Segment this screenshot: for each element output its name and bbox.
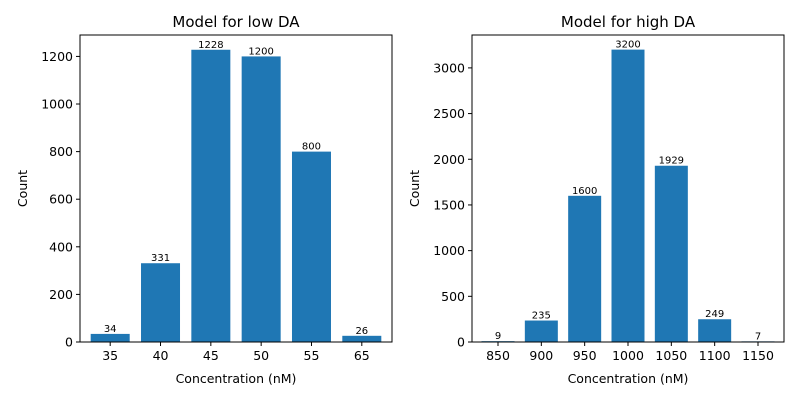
x-tick-label: 55 [304, 348, 320, 363]
bar [611, 49, 645, 342]
x-tick-label: 35 [102, 348, 118, 363]
data-label: 1600 [572, 186, 597, 197]
chart-low-da: Model for low DA Concentration (nM) Coun… [15, 13, 393, 386]
y-tick-label: 3000 [433, 60, 465, 75]
x-tick-label: 50 [253, 348, 269, 363]
data-label: 235 [532, 311, 551, 322]
x-tick-label: 950 [573, 348, 597, 363]
data-label: 7 [755, 331, 761, 342]
x-tick-label: 900 [529, 348, 553, 363]
bar [342, 335, 382, 342]
y-tick-label: 1500 [433, 197, 465, 212]
bar [524, 320, 558, 342]
y-tick-label: 1000 [41, 97, 73, 112]
bar [191, 49, 231, 343]
x-ticks: 35 40 45 50 55 65 [102, 342, 370, 363]
y-axis-label: Count [15, 170, 30, 207]
data-labels: 9 235 1600 3200 1929 249 7 [495, 40, 761, 343]
x-tick-label: 1150 [742, 348, 774, 363]
y-tick-label: 600 [49, 192, 73, 207]
data-label: 1929 [659, 156, 684, 167]
x-axis-label: Concentration (nM) [176, 371, 297, 386]
plot-frame [471, 34, 785, 343]
y-tick-label: 2500 [433, 106, 465, 121]
chart-title: Model for high DA [561, 13, 696, 31]
x-tick-label: 45 [203, 348, 219, 363]
y-tick-label: 1200 [41, 49, 73, 64]
x-tick-label: 1050 [655, 348, 687, 363]
chart-title: Model for low DA [172, 13, 300, 31]
bars [481, 49, 775, 342]
y-tick-label: 2000 [433, 152, 465, 167]
chart-high-da: Model for high DA Concentration (nM) Cou… [407, 13, 785, 386]
bar [291, 151, 331, 342]
y-tick-label: 0 [65, 335, 73, 350]
data-labels: 34 331 1228 1200 800 26 [104, 40, 368, 337]
data-label: 3200 [615, 40, 640, 51]
data-label: 331 [151, 253, 170, 264]
y-axis-label: Count [407, 170, 422, 207]
data-label: 1228 [198, 40, 223, 51]
data-label: 249 [705, 309, 724, 320]
data-label: 1200 [248, 46, 273, 57]
x-tick-label: 1000 [612, 348, 644, 363]
y-tick-label: 800 [49, 144, 73, 159]
data-label: 9 [495, 331, 501, 342]
x-ticks: 850 900 950 1000 1050 1100 1150 [486, 342, 774, 363]
y-tick-label: 0 [457, 335, 465, 350]
bars [90, 49, 382, 343]
x-tick-label: 40 [153, 348, 169, 363]
data-label: 800 [302, 142, 321, 153]
bar [568, 195, 602, 342]
plot-frame [79, 34, 393, 343]
bar [90, 333, 130, 342]
bar [141, 263, 181, 342]
bar [698, 319, 732, 342]
y-tick-label: 400 [49, 239, 73, 254]
x-tick-label: 1100 [699, 348, 731, 363]
bar [654, 165, 688, 342]
bar [241, 56, 281, 342]
y-tick-label: 1000 [433, 243, 465, 258]
y-tick-label: 500 [441, 289, 465, 304]
x-axis-label: Concentration (nM) [568, 371, 689, 386]
x-tick-label: 850 [486, 348, 510, 363]
x-tick-label: 65 [354, 348, 370, 363]
y-tick-label: 200 [49, 287, 73, 302]
data-label: 26 [355, 326, 368, 337]
data-label: 34 [104, 324, 117, 335]
y-ticks: 0 500 1000 1500 2000 2500 3000 [433, 60, 472, 350]
y-ticks: 0 200 400 600 800 1000 1200 [41, 49, 80, 350]
